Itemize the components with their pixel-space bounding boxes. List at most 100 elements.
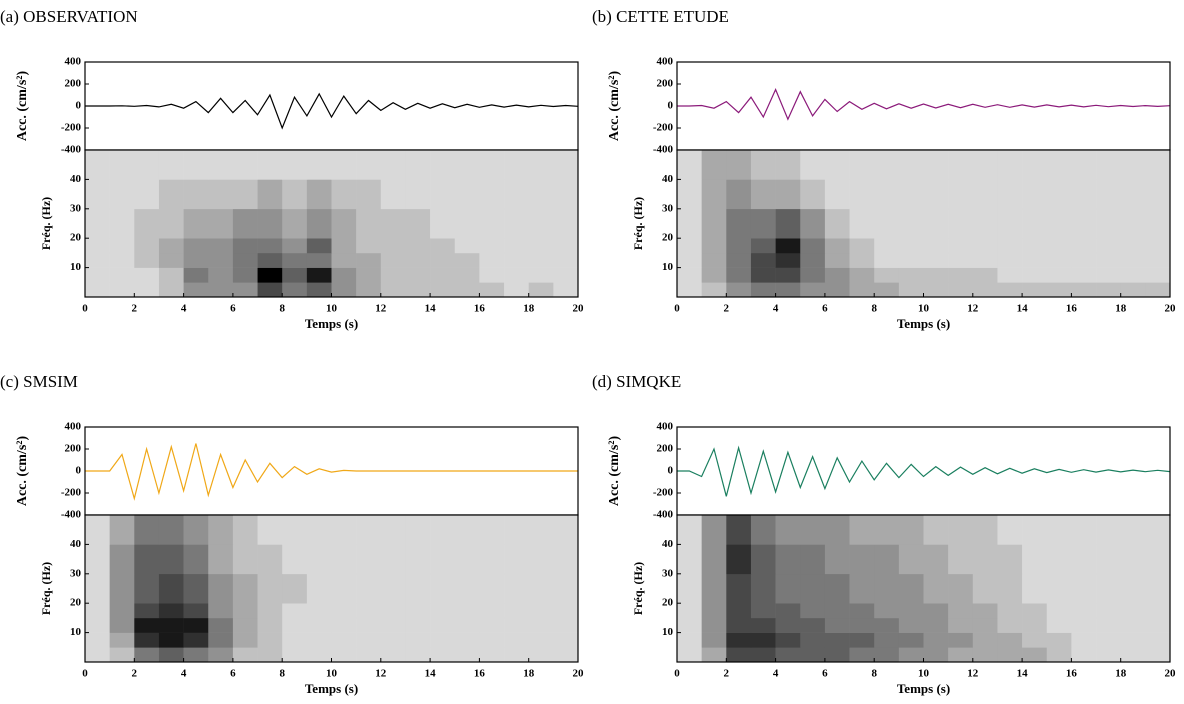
heat-cell	[183, 573, 209, 604]
heat-cell	[479, 647, 505, 663]
heat-cell	[282, 544, 308, 575]
heat-cell	[898, 617, 924, 633]
heat-cell	[306, 573, 332, 604]
heat-cell	[1120, 647, 1146, 663]
heat-cell	[750, 573, 776, 604]
heat-cell	[380, 632, 406, 648]
heat-cell	[1046, 603, 1072, 619]
heat-cell	[898, 647, 924, 663]
y-tick-label: 400	[657, 56, 674, 68]
heat-cell	[109, 515, 135, 545]
heat-cell	[183, 632, 209, 648]
x-tick-label: 0	[82, 668, 88, 680]
heat-cell	[1145, 179, 1171, 210]
y-tick-label: 10	[662, 626, 674, 638]
y-tick-label: 10	[70, 626, 82, 638]
heat-cell	[874, 544, 900, 575]
waveform	[85, 92, 579, 130]
heat-cell	[800, 617, 826, 633]
heat-cell	[306, 603, 332, 619]
heat-cell	[1145, 208, 1171, 239]
heat-cell	[331, 179, 357, 210]
heat-cell	[800, 544, 826, 575]
heat-cell	[726, 573, 752, 604]
heat-cell	[109, 282, 135, 298]
heat-cell	[849, 179, 875, 210]
heat-cell	[824, 515, 850, 545]
heat-cell	[874, 179, 900, 210]
heat-cell	[109, 573, 135, 604]
heat-cell	[282, 150, 308, 180]
heat-cell	[800, 150, 826, 180]
heat-cell	[1120, 238, 1146, 254]
heat-cell	[282, 515, 308, 545]
heat-cell	[849, 150, 875, 180]
x-tick-label: 12	[375, 668, 387, 680]
heat-cell	[208, 647, 234, 663]
heat-cell	[380, 647, 406, 663]
x-tick-label: 14	[425, 668, 437, 680]
heat-cell	[1120, 544, 1146, 575]
heat-cell	[183, 179, 209, 210]
heat-cell	[1145, 267, 1171, 283]
heat-cell	[183, 282, 209, 298]
heat-cell	[504, 515, 529, 545]
heat-cell	[134, 208, 160, 239]
heat-cell	[824, 252, 850, 268]
heat-cell	[824, 179, 850, 210]
heat-cell	[85, 252, 110, 268]
heat-cell	[898, 632, 924, 648]
y-tick-label: 400	[65, 56, 82, 68]
heat-cell	[800, 179, 826, 210]
heat-cell	[1120, 603, 1146, 619]
y-tick-label: -200	[653, 122, 674, 134]
heat-cell	[1046, 544, 1072, 575]
heat-cell	[1120, 617, 1146, 633]
heat-cell	[775, 544, 801, 575]
heat-cell	[479, 573, 505, 604]
x-tick-label: 12	[375, 303, 387, 315]
heat-cell	[85, 179, 110, 210]
heat-cell	[824, 208, 850, 239]
heat-cell	[1145, 150, 1171, 180]
heat-cell	[701, 515, 727, 545]
heat-cell	[430, 617, 456, 633]
y-tick-label: -200	[61, 487, 82, 499]
heat-cell	[874, 252, 900, 268]
heat-cell	[898, 544, 924, 575]
heat-cell	[726, 544, 752, 575]
heat-cell	[257, 150, 283, 180]
heat-cell	[208, 603, 234, 619]
heat-cell	[997, 252, 1023, 268]
y-tick-label: 30	[662, 202, 674, 214]
heat-cell	[849, 515, 875, 545]
heat-cell	[380, 573, 406, 604]
heat-cell	[553, 515, 579, 545]
x-tick-label: 18	[1115, 668, 1127, 680]
x-axis-label: Temps (s)	[305, 316, 358, 331]
heat-cell	[750, 179, 776, 210]
x-tick-label: 10	[326, 303, 338, 315]
x-tick-label: 18	[523, 303, 535, 315]
heat-cell	[528, 573, 554, 604]
heat-cell	[405, 150, 431, 180]
heat-cell	[331, 573, 357, 604]
heat-cell	[282, 647, 308, 663]
heat-cell	[1096, 632, 1121, 648]
heat-cell	[775, 267, 801, 283]
heat-cell	[553, 238, 579, 254]
heat-cell	[1145, 632, 1171, 648]
heat-cell	[972, 282, 998, 298]
heat-cell	[1046, 252, 1072, 268]
heat-cell	[257, 647, 283, 663]
heat-cell	[158, 632, 184, 648]
heat-cell	[479, 282, 505, 298]
plot-frame	[676, 426, 1171, 516]
heat-cell	[405, 267, 431, 283]
heat-cell	[948, 267, 974, 283]
heat-cell	[454, 150, 480, 180]
y-tick-label: 400	[65, 421, 82, 433]
heat-cell	[454, 603, 480, 619]
heat-cell	[306, 267, 332, 283]
heat-cell	[553, 573, 579, 604]
